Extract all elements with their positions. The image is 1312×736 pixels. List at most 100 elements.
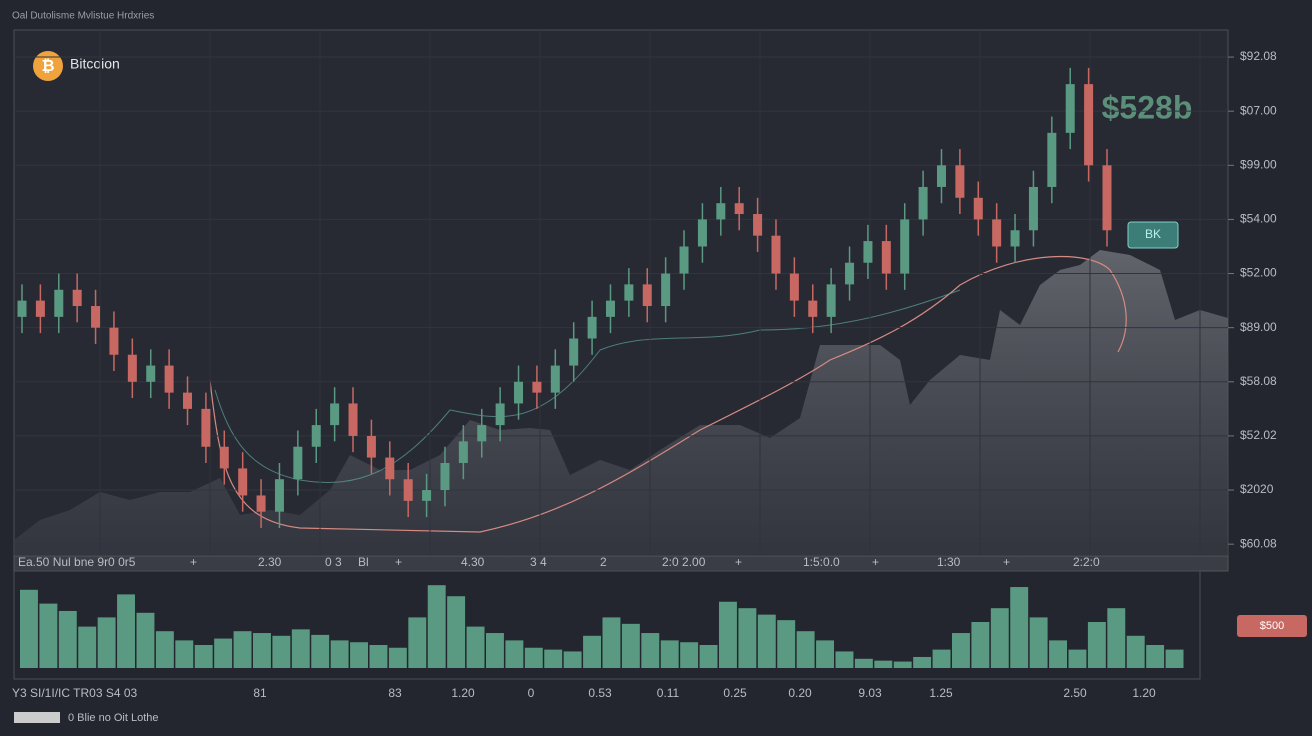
volume-bar xyxy=(97,617,116,668)
candle-body xyxy=(734,203,744,215)
candle-body xyxy=(54,289,64,317)
volume-bar xyxy=(1087,622,1106,668)
candle-body xyxy=(1010,230,1020,247)
volume-bar xyxy=(932,649,951,668)
current-price: $528b xyxy=(1102,89,1193,125)
strip-label: + xyxy=(395,555,402,569)
candle-body xyxy=(238,468,248,496)
candle-body xyxy=(569,338,579,366)
candle-body xyxy=(1047,132,1057,187)
candle-body xyxy=(808,300,818,317)
candle-body xyxy=(771,235,781,274)
volume-bar xyxy=(563,651,582,668)
candle-body xyxy=(936,165,946,187)
candle-body xyxy=(973,197,983,220)
candle-body xyxy=(201,408,211,447)
candle-body xyxy=(826,284,836,317)
candle-body xyxy=(311,425,321,447)
candle-body xyxy=(532,381,542,393)
candle-body xyxy=(697,219,707,247)
x-tick-label: 1.20 xyxy=(1132,686,1156,700)
candle-body xyxy=(330,403,340,426)
candle-body xyxy=(127,354,137,382)
y-tick-label: $92.08 xyxy=(1240,49,1277,63)
badge xyxy=(1127,221,1179,249)
volume-bar xyxy=(757,614,776,668)
strip-label: 1:30 xyxy=(937,555,961,569)
volume-bar xyxy=(854,658,873,668)
strip-label: 2.30 xyxy=(258,555,282,569)
volume-bar xyxy=(194,645,213,668)
strip-label: 4.30 xyxy=(461,555,485,569)
volume-bar xyxy=(1165,649,1184,668)
candle-body xyxy=(587,316,597,339)
volume-bar xyxy=(660,640,679,668)
candle-body xyxy=(753,214,763,236)
y-tick-label: $60.08 xyxy=(1240,536,1277,550)
price-button-label[interactable]: $500 xyxy=(1260,620,1284,632)
y-tick-label: $99.00 xyxy=(1240,157,1277,171)
volume-bar xyxy=(1049,640,1067,668)
x-tick-label: 83 xyxy=(388,686,402,700)
strip-label: 0 3 xyxy=(325,555,342,569)
x-tick-label: 0 xyxy=(528,686,535,700)
volume-bar xyxy=(835,651,854,668)
candle-body xyxy=(403,479,413,501)
volume-bar xyxy=(952,633,970,668)
volume-bar xyxy=(78,626,97,668)
y-tick-label: $07.00 xyxy=(1240,103,1277,117)
volume-bar xyxy=(816,640,834,668)
control[interactable] xyxy=(14,712,60,723)
candle-body xyxy=(955,165,965,198)
volume-bar xyxy=(1010,587,1029,668)
volume-bar xyxy=(524,647,543,668)
candle-body xyxy=(440,462,450,491)
x-tick-label: 81 xyxy=(253,686,267,700)
strip-label: 2:2:0 xyxy=(1073,555,1100,569)
footer: 0 Blie no Oit Lothe xyxy=(68,712,159,724)
background-area xyxy=(14,250,1228,555)
volume-bar xyxy=(408,617,427,668)
y-tick-label: $54.00 xyxy=(1240,212,1277,226)
strip-label: 2 xyxy=(600,555,607,569)
volume-bar xyxy=(893,661,912,668)
volume-bar xyxy=(39,603,58,668)
x-tick-label: 0.25 xyxy=(723,686,747,700)
volume-bar xyxy=(58,610,77,668)
volume-bar xyxy=(796,631,815,668)
volume-bar xyxy=(214,638,233,668)
bitcoin-symbol: ₿ xyxy=(41,57,54,75)
x-tick-label: 1.20 xyxy=(451,686,475,700)
volume-bar xyxy=(136,612,155,668)
volume-bar xyxy=(874,660,893,668)
candle-body xyxy=(1028,186,1038,231)
candle-body xyxy=(293,446,303,480)
volume-bar xyxy=(738,608,757,668)
volume-bar xyxy=(913,656,932,668)
y-tick-label: $52.00 xyxy=(1240,266,1277,280)
strip-label: 1:5:0.0 xyxy=(803,555,840,569)
volume-bar xyxy=(388,647,407,668)
x-tick-label: 0.20 xyxy=(788,686,812,700)
candle-body xyxy=(146,365,156,382)
candle-body xyxy=(17,300,27,317)
candle-body xyxy=(348,403,358,436)
candle-body xyxy=(863,241,873,263)
volume-bar xyxy=(1068,649,1087,668)
candle-body xyxy=(366,435,376,458)
strip-label: Bl xyxy=(358,555,369,569)
candle-body xyxy=(1065,84,1075,133)
candle-body xyxy=(72,289,82,307)
volume-bar xyxy=(447,596,466,668)
volume-bar xyxy=(253,633,271,668)
volume-bar xyxy=(680,642,699,668)
volume-bar xyxy=(1107,608,1126,668)
candle-body xyxy=(1084,84,1094,166)
strip-label: + xyxy=(872,555,879,569)
price-button[interactable] xyxy=(1237,615,1307,637)
strip-label: 3 4 xyxy=(530,555,547,569)
x-tick-label: 1.25 xyxy=(929,686,953,700)
volume-bar xyxy=(369,645,388,668)
